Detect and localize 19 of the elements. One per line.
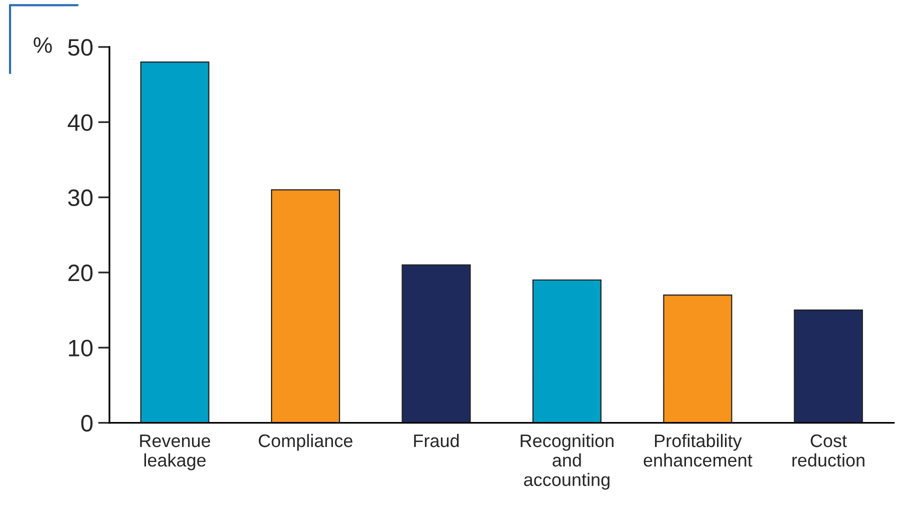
bar bbox=[140, 61, 210, 423]
y-tick-label: 40 bbox=[68, 114, 93, 131]
y-tick-label: 10 bbox=[69, 340, 93, 356]
x-tick-label: Fraud bbox=[414, 434, 459, 448]
y-tick-label: 50 bbox=[68, 39, 93, 56]
y-tick-label: 20 bbox=[68, 264, 93, 282]
x-tick-label: Profitability enhancement bbox=[644, 434, 752, 467]
x-tick-label: Recognition and accounting bbox=[520, 434, 614, 490]
y-tick-label: 0 bbox=[81, 414, 93, 432]
bar bbox=[663, 294, 732, 423]
bar bbox=[270, 189, 340, 423]
x-tick-label: Revenue leakage bbox=[140, 434, 210, 470]
y-axis-title: % bbox=[34, 37, 52, 53]
x-tick-label: Cost reduction bbox=[792, 434, 864, 467]
y-tick-label: 30 bbox=[68, 189, 93, 206]
bar bbox=[402, 264, 471, 423]
bar bbox=[532, 279, 602, 423]
bar bbox=[794, 310, 863, 423]
x-tick-label: Compliance bbox=[258, 434, 352, 451]
